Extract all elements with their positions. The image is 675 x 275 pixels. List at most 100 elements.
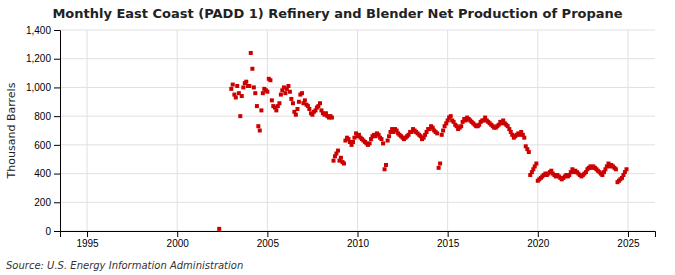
y-axis-tick: 800 [34,111,60,122]
y-axis-tick-label: 1,200 [26,53,51,64]
grid-line-y [60,202,655,203]
y-axis-tick-label: 200 [34,197,51,208]
point [244,80,248,84]
point [229,87,233,91]
point [339,156,343,160]
point [283,91,287,95]
y-axis-tick: 600 [34,140,60,151]
y-axis-tick: 400 [34,168,60,179]
point [249,51,253,55]
point [522,136,526,140]
point [437,166,441,170]
point [332,159,336,163]
x-axis-tick-mark [358,231,359,237]
x-axis-tick: 1995 [76,231,99,249]
point [534,162,538,166]
point [303,98,307,102]
y-axis: 0 200 400 600 800 1,000 1,200 1,400 [26,25,61,237]
x-axis-tick-mark [87,231,88,237]
point [336,149,340,153]
point [252,85,256,89]
point [289,97,293,101]
grid-line-x [267,30,268,231]
y-axis-tick-label: 1,400 [26,25,51,36]
grid [60,30,655,231]
x-axis-tick-mark [448,231,449,237]
grid-line-x [177,30,178,231]
y-axis-tick-mark [54,116,60,117]
x-axis-tick-mark [628,231,629,237]
point [286,84,290,88]
point [256,124,260,128]
x-axis-tick-mark [538,231,539,237]
y-axis-tick-label: 1,000 [26,82,51,93]
point [258,129,262,133]
point [440,133,444,137]
x-axis-tick-label: 2020 [527,238,550,249]
y-axis-tick: 1,200 [26,53,60,64]
point [255,104,259,108]
grid-line-y [60,87,655,88]
point [441,129,445,133]
point [383,167,387,171]
y-axis-tick-mark [54,145,60,146]
chart: 1995 2000 2005 2010 2015 2020 2025 0 200 400 600 80… [0,0,675,275]
point [250,67,254,71]
y-axis-tick-mark [54,59,60,60]
point [384,163,388,167]
point [247,84,251,88]
point [277,101,281,105]
y-axis-tick: 0 [45,226,60,237]
point [438,162,442,166]
x-axis-tick: 2015 [437,231,460,249]
point [235,84,239,88]
x-axis-tick: 2020 [527,231,550,249]
point [268,78,272,82]
point [330,116,334,120]
grid-line-x [627,30,628,231]
point [217,227,221,231]
x-axis-tick-mark [267,231,268,237]
x-axis-tick: 2010 [347,231,370,249]
y-axis-tick: 200 [34,197,60,208]
grid-line-x [537,30,538,231]
point [241,85,245,89]
y-axis-tick-label: 400 [34,168,51,179]
point [253,91,257,95]
point [265,90,269,94]
point [386,139,390,143]
point [368,141,372,145]
x-axis: 1995 2000 2005 2010 2015 2020 2025 [61,231,656,249]
point [291,101,295,105]
grid-line-y [60,30,655,31]
point [625,167,629,171]
y-axis-tick: 1,000 [26,82,60,93]
y-axis-tick-mark [54,30,60,31]
y-axis-tick-label: 0 [45,226,51,237]
point [297,100,301,104]
point [234,95,238,99]
x-axis-tick-label: 2025 [617,238,640,249]
grid-line-x [357,30,358,231]
x-axis-tick-label: 2000 [167,238,190,249]
y-axis-tick-mark [54,87,60,88]
point [259,108,263,112]
point [240,94,244,98]
point [270,98,274,102]
point [342,162,346,166]
x-axis-tick-label: 2015 [437,238,460,249]
grid-line-x [87,30,88,231]
x-axis-tick: 2005 [257,231,280,249]
x-axis-tick: 2025 [617,231,640,249]
plot-area: 1995 2000 2005 2010 2015 2020 2025 0 200 400 600 80… [26,25,656,249]
point [307,107,311,111]
point [527,150,531,154]
grid-line-x [447,30,448,231]
y-axis-title: Thousand Barrels [5,82,18,179]
y-axis-tick-mark [54,202,60,203]
x-axis-tick: 2000 [167,231,190,249]
grid-line-y [60,116,655,117]
point [318,101,322,105]
point [387,134,391,138]
point [381,141,385,145]
